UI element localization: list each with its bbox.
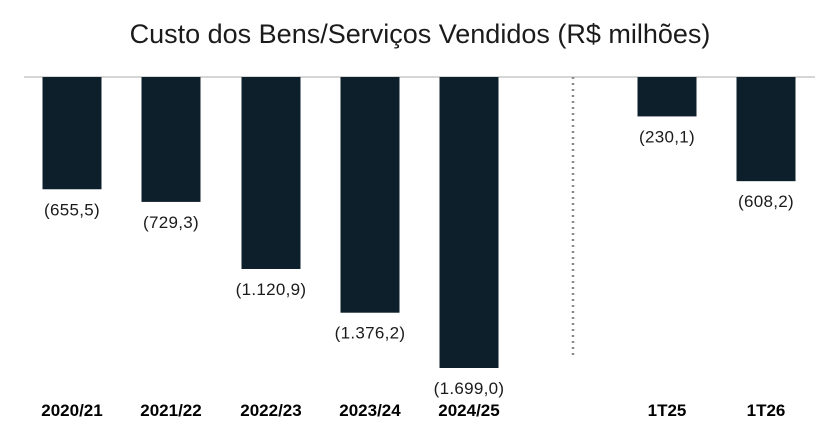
tick-labels-group: 2020/21 2021/22 2022/23 2023/24 2024/25 1T25 1… bbox=[41, 401, 785, 420]
x-tick-label-2021-22: 2021/22 bbox=[140, 401, 201, 420]
data-label-2024-25: (1.699,0) bbox=[434, 379, 505, 398]
x-tick-label-2022-23: 2022/23 bbox=[240, 401, 301, 420]
bar-2022-23 bbox=[241, 77, 301, 269]
bar-2020-21 bbox=[42, 77, 102, 190]
data-label-2020-21: (655,5) bbox=[44, 200, 100, 219]
x-tick-label-2020-21: 2020/21 bbox=[41, 401, 102, 420]
x-tick-label-1t26: 1T26 bbox=[747, 401, 786, 420]
data-label-2021-22: (729,3) bbox=[143, 213, 199, 232]
data-labels-group: (655,5) (729,3) (1.120,9) (1.376,2) (1.699,0… bbox=[44, 127, 794, 398]
x-tick-label-1t25: 1T25 bbox=[648, 401, 687, 420]
bar-1t25 bbox=[637, 77, 697, 117]
bar-2024-25 bbox=[439, 77, 499, 368]
data-label-2023-24: (1.376,2) bbox=[335, 324, 406, 343]
bar-1t26 bbox=[736, 77, 796, 182]
x-tick-label-2024-25: 2024/25 bbox=[438, 401, 499, 420]
chart-title: Custo dos Bens/Serviços Vendidos (R$ mil… bbox=[130, 19, 711, 49]
data-label-1t26: (608,2) bbox=[738, 192, 794, 211]
bars-group bbox=[42, 77, 796, 368]
x-tick-label-2023-24: 2023/24 bbox=[339, 401, 401, 420]
data-label-2022-23: (1.120,9) bbox=[236, 280, 307, 299]
bar-2023-24 bbox=[340, 77, 400, 313]
data-label-1t25: (230,1) bbox=[639, 127, 695, 146]
bar-2021-22 bbox=[141, 77, 201, 202]
